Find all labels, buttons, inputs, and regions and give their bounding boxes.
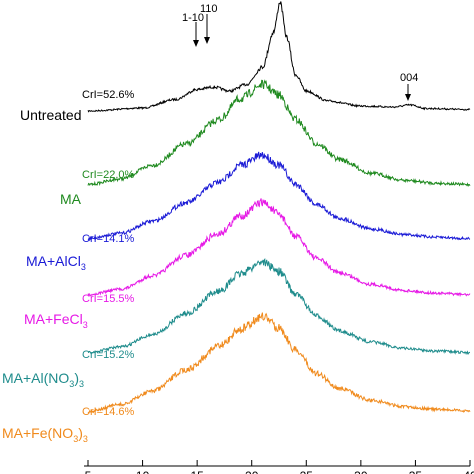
series-label-ma-fecl3-main: MA+FeCl [24,311,83,327]
peak-label-110: 110 [200,3,218,15]
series-label-ma-feno3-paren: ) [78,425,83,441]
series-label-ma-feno3-main: MA+Fe(NO [2,425,73,441]
x-tick-label-35: 35 [409,469,423,474]
peak-label-004: 004 [400,72,418,84]
x-tick-label-10: 10 [136,469,150,474]
crl-label-ma: CrI=22.0% [82,169,134,181]
series-label-ma-alno3: MA+Al(NO3)3 [2,370,84,389]
x-tick-label-15: 15 [190,469,204,474]
series-label-untreated: Untreated [20,107,81,123]
series-label-ma-fecl3-sub: 3 [83,320,88,330]
series-label-ma: MA [60,191,82,207]
series-label-ma-feno3: MA+Fe(NO3)3 [2,425,88,444]
series-label-ma-alno3-main: MA+Al(NO [2,370,69,386]
series-label-ma-alcl3: MA+AlCl3 [26,253,86,272]
x-tick-label-5: 5 [85,469,92,474]
peak-arrowhead-004 [405,94,411,101]
series-label-ma-feno3-sub2: 3 [83,434,88,444]
peak-arrowhead-110 [204,37,210,44]
peak-annotations: 1-10 110 004 [182,3,418,101]
series-label-ma-feno3-sub1: 3 [73,434,78,444]
x-tick-label-40: 40 [463,469,474,474]
crl-label-ma-alno3: CrI=15.2% [82,349,134,361]
x-tick-label-20: 20 [245,469,259,474]
series-traces [87,1,471,414]
peak-label-1-10: 1-10 [182,12,204,24]
series-line-ma-alcl3 [87,151,471,242]
series-line-ma-al-no3-3 [87,257,470,356]
series-label-ma-alcl3-main: MA+AlCl [26,253,81,269]
series-line-ma-fe-no3-3 [87,312,471,414]
crl-label-ma-alcl3: CrI=14.1% [82,233,134,245]
x-tick-label-30: 30 [354,469,368,474]
series-label-ma-alcl3-sub: 3 [81,262,86,272]
crl-label-untreated: CrI=52.6% [82,89,134,101]
series-label-ma-alno3-paren: ) [74,370,79,386]
x-axis: 5 10 15 20 25 30 35 40 [84,460,474,474]
series-line-untreated [87,1,471,113]
series-label-ma-fecl3: MA+FeCl3 [24,311,88,330]
x-tick-label-25: 25 [300,469,314,474]
crl-label-ma-feno3: CrI=14.6% [82,406,134,418]
peak-arrowhead-1-10 [193,40,199,47]
series-line-ma [87,79,471,187]
series-line-ma-fecl3 [87,198,471,298]
crl-label-ma-fecl3: CrI=15.5% [82,293,134,305]
series-label-ma-alno3-sub2: 3 [79,379,84,389]
series-label-ma-alno3-sub1: 3 [69,379,74,389]
